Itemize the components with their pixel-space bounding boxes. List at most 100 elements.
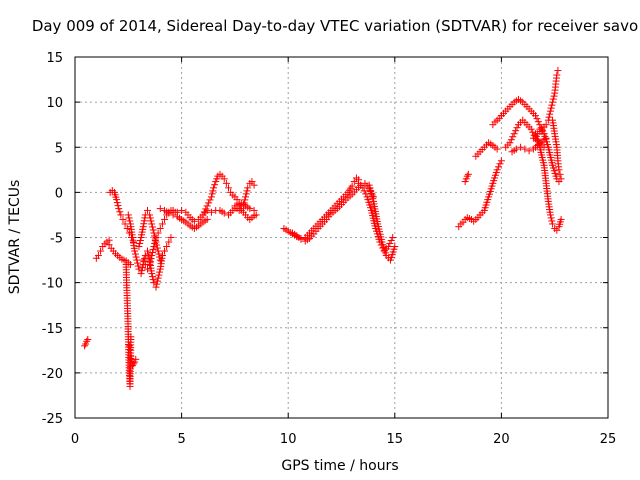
data-point (139, 256, 147, 264)
data-point (557, 175, 565, 183)
data-point (387, 237, 395, 245)
data-point (139, 223, 147, 231)
data-point (150, 279, 158, 287)
data-point (248, 178, 256, 186)
axis-ticks: 0 5 10 15 20 25 -25 -20 -15 -10 -5 0 5 10 15 (42, 51, 617, 447)
data-point (135, 265, 143, 273)
data-point (549, 95, 557, 103)
data-point (220, 175, 228, 183)
data-point (158, 220, 166, 228)
data-point (126, 217, 134, 225)
data-point (548, 101, 556, 109)
y-tick-label: 10 (46, 96, 63, 111)
data-point (143, 206, 151, 214)
y-tick-label: 0 (55, 186, 63, 201)
data-point (113, 199, 121, 207)
data-point (130, 360, 138, 368)
data-point (512, 145, 520, 153)
data-point (148, 220, 156, 228)
data-point (153, 280, 161, 288)
data-point (133, 256, 141, 264)
data-point (141, 255, 149, 263)
data-point (209, 187, 217, 195)
data-point (94, 252, 102, 260)
data-point (156, 224, 164, 232)
data-point (132, 355, 140, 363)
data-point (553, 226, 561, 234)
data-points (81, 67, 565, 390)
data-point (200, 208, 208, 216)
data-point (154, 247, 162, 255)
data-point (146, 211, 154, 219)
data-point (153, 244, 161, 252)
data-point (154, 229, 162, 237)
data-point (155, 250, 163, 258)
data-point (203, 215, 211, 223)
data-point (495, 163, 503, 171)
data-point (190, 217, 198, 225)
data-point (242, 193, 250, 201)
data-point (539, 127, 547, 135)
y-tick-label: -5 (50, 232, 63, 247)
data-point (117, 211, 125, 219)
data-point (202, 205, 210, 213)
data-point (97, 247, 105, 255)
data-point (126, 349, 134, 357)
data-point (389, 234, 397, 241)
data-point (148, 270, 156, 278)
data-point (555, 166, 563, 174)
data-point (546, 107, 554, 115)
data-point (360, 187, 368, 195)
data-point (151, 237, 159, 245)
x-tick-label: 10 (280, 432, 297, 447)
y-tick-label: -15 (42, 322, 63, 337)
data-point (297, 235, 305, 243)
data-point (124, 211, 132, 219)
data-point (525, 147, 533, 155)
data-point (113, 196, 121, 204)
data-point (210, 184, 218, 192)
data-point (156, 256, 164, 264)
data-point (527, 125, 535, 133)
data-point (243, 187, 251, 195)
data-point (246, 205, 254, 213)
data-point (493, 166, 501, 174)
data-point (127, 352, 135, 360)
data-point (199, 211, 207, 219)
data-point (206, 196, 214, 204)
data-point (497, 157, 505, 165)
x-tick-label: 5 (177, 432, 185, 447)
data-point (152, 234, 160, 241)
data-point (545, 113, 553, 121)
data-point (132, 253, 140, 261)
data-point (509, 133, 517, 141)
data-point (143, 247, 151, 255)
data-point (116, 208, 124, 216)
data-point (386, 240, 394, 248)
data-point (149, 276, 157, 284)
data-point (148, 273, 156, 281)
data-point (169, 206, 177, 214)
data-point (225, 184, 233, 192)
data-point (391, 243, 399, 251)
data-point (147, 217, 155, 225)
data-point (510, 130, 518, 138)
y-tick-label: -10 (42, 277, 63, 292)
data-point (141, 252, 149, 260)
data-point (547, 104, 555, 112)
data-point (222, 179, 230, 187)
data-point (137, 270, 145, 278)
data-point (362, 190, 370, 198)
data-point (161, 215, 169, 223)
data-point (203, 202, 211, 210)
data-point (154, 274, 162, 282)
data-point (151, 240, 159, 248)
y-tick-label: -25 (42, 412, 63, 427)
data-point (252, 211, 260, 219)
data-point (493, 145, 501, 153)
data-point (165, 209, 173, 217)
data-point (250, 181, 258, 189)
data-point (167, 234, 175, 241)
